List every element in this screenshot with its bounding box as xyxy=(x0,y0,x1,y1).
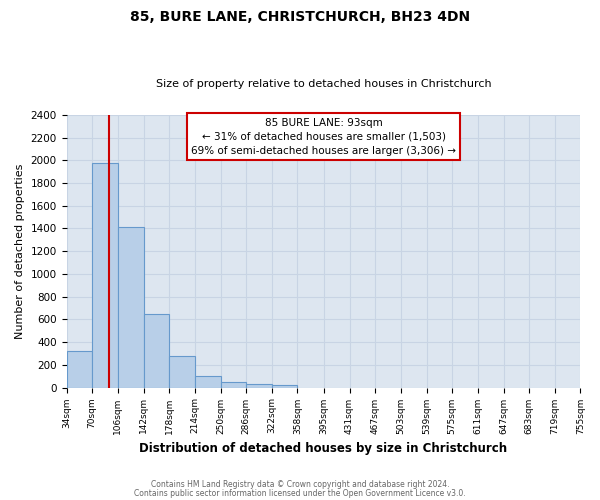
Bar xyxy=(67,350,92,388)
Bar xyxy=(169,356,195,388)
Bar xyxy=(195,376,221,388)
Bar xyxy=(221,382,246,388)
Bar xyxy=(246,384,272,388)
Text: 85 BURE LANE: 93sqm
← 31% of detached houses are smaller (1,503)
69% of semi-det: 85 BURE LANE: 93sqm ← 31% of detached ho… xyxy=(191,118,456,156)
Bar xyxy=(272,386,298,388)
Bar xyxy=(118,228,143,388)
Y-axis label: Number of detached properties: Number of detached properties xyxy=(15,164,25,339)
Text: Contains public sector information licensed under the Open Government Licence v3: Contains public sector information licen… xyxy=(134,488,466,498)
Bar xyxy=(143,314,169,388)
Text: 85, BURE LANE, CHRISTCHURCH, BH23 4DN: 85, BURE LANE, CHRISTCHURCH, BH23 4DN xyxy=(130,10,470,24)
X-axis label: Distribution of detached houses by size in Christchurch: Distribution of detached houses by size … xyxy=(139,442,508,455)
Text: Contains HM Land Registry data © Crown copyright and database right 2024.: Contains HM Land Registry data © Crown c… xyxy=(151,480,449,489)
Bar xyxy=(92,163,118,388)
Title: Size of property relative to detached houses in Christchurch: Size of property relative to detached ho… xyxy=(156,79,491,89)
